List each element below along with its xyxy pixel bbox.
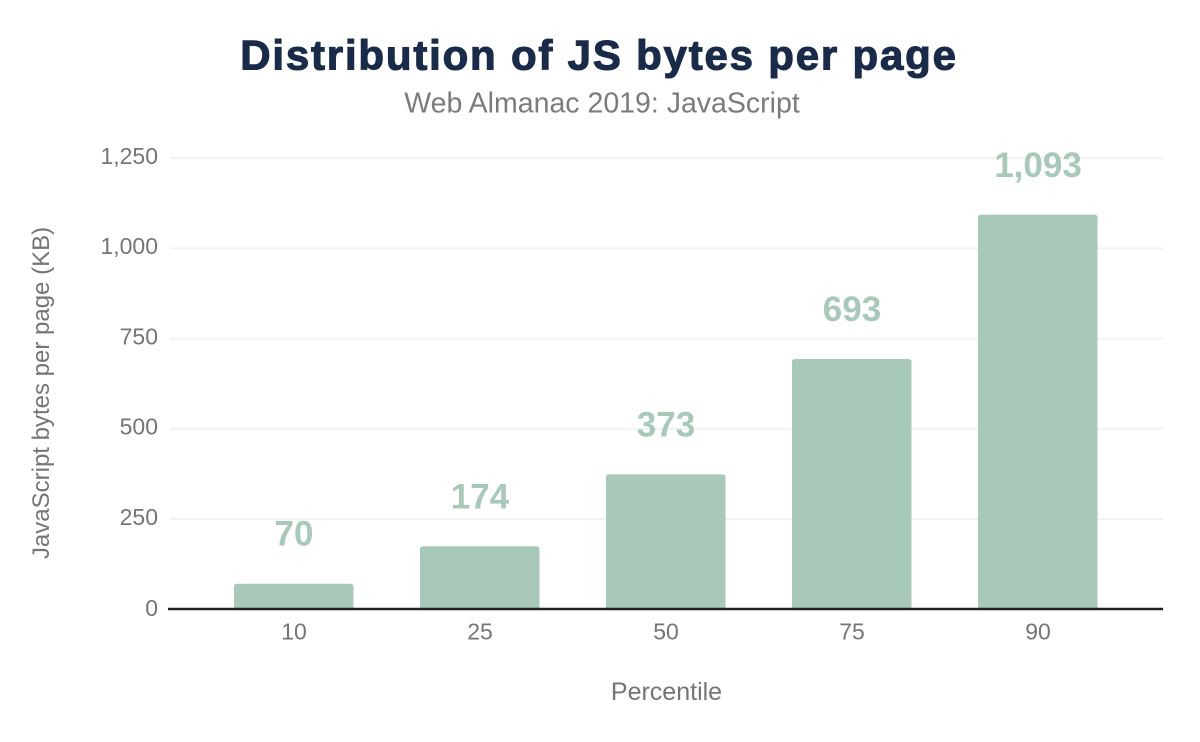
svg-text:JavaScript bytes per page (KB): JavaScript bytes per page (KB) [28, 227, 55, 559]
svg-text:25: 25 [467, 619, 493, 645]
svg-text:Percentile: Percentile [611, 678, 722, 706]
svg-text:50: 50 [653, 619, 679, 645]
svg-text:75: 75 [839, 619, 865, 645]
svg-text:1,250: 1,250 [100, 143, 158, 169]
svg-text:373: 373 [637, 405, 695, 444]
svg-text:0: 0 [145, 595, 158, 621]
svg-text:Distribution of JS bytes per p: Distribution of JS bytes per page [240, 32, 958, 79]
svg-text:70: 70 [275, 515, 314, 554]
svg-text:1,000: 1,000 [100, 233, 158, 259]
svg-text:250: 250 [120, 504, 158, 530]
svg-text:90: 90 [1025, 619, 1051, 645]
svg-text:174: 174 [451, 477, 510, 516]
svg-text:500: 500 [120, 414, 158, 440]
svg-text:Web Almanac 2019: JavaScript: Web Almanac 2019: JavaScript [404, 88, 800, 120]
svg-text:1,093: 1,093 [994, 146, 1082, 185]
svg-text:750: 750 [120, 323, 158, 349]
svg-text:693: 693 [823, 290, 881, 329]
svg-text:10: 10 [281, 619, 307, 645]
